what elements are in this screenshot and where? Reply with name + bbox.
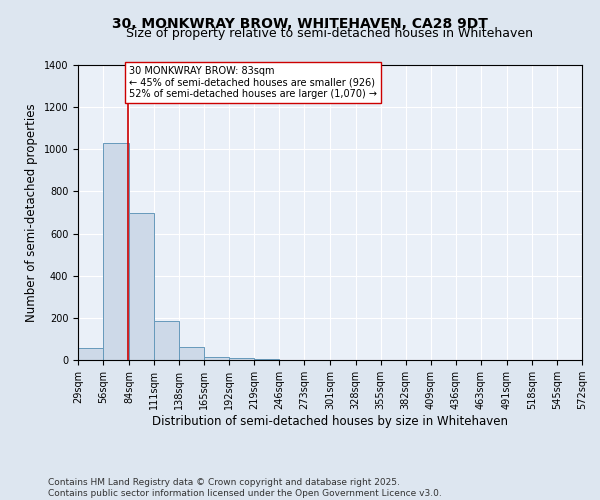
Bar xyxy=(179,348,204,360)
Text: 30 MONKWRAY BROW: 83sqm
← 45% of semi-detached houses are smaller (926)
52% of s: 30 MONKWRAY BROW: 83sqm ← 45% of semi-de… xyxy=(129,66,377,100)
Bar xyxy=(103,143,129,360)
Bar xyxy=(229,358,254,360)
Y-axis label: Number of semi-detached properties: Number of semi-detached properties xyxy=(25,103,38,322)
Title: Size of property relative to semi-detached houses in Whitehaven: Size of property relative to semi-detach… xyxy=(127,27,533,40)
Bar xyxy=(154,321,179,360)
Text: 30, MONKWRAY BROW, WHITEHAVEN, CA28 9DT: 30, MONKWRAY BROW, WHITEHAVEN, CA28 9DT xyxy=(112,18,488,32)
Text: Contains HM Land Registry data © Crown copyright and database right 2025.
Contai: Contains HM Land Registry data © Crown c… xyxy=(48,478,442,498)
Bar xyxy=(129,212,154,360)
X-axis label: Distribution of semi-detached houses by size in Whitehaven: Distribution of semi-detached houses by … xyxy=(152,415,508,428)
Bar xyxy=(78,348,103,360)
Bar xyxy=(204,357,229,360)
